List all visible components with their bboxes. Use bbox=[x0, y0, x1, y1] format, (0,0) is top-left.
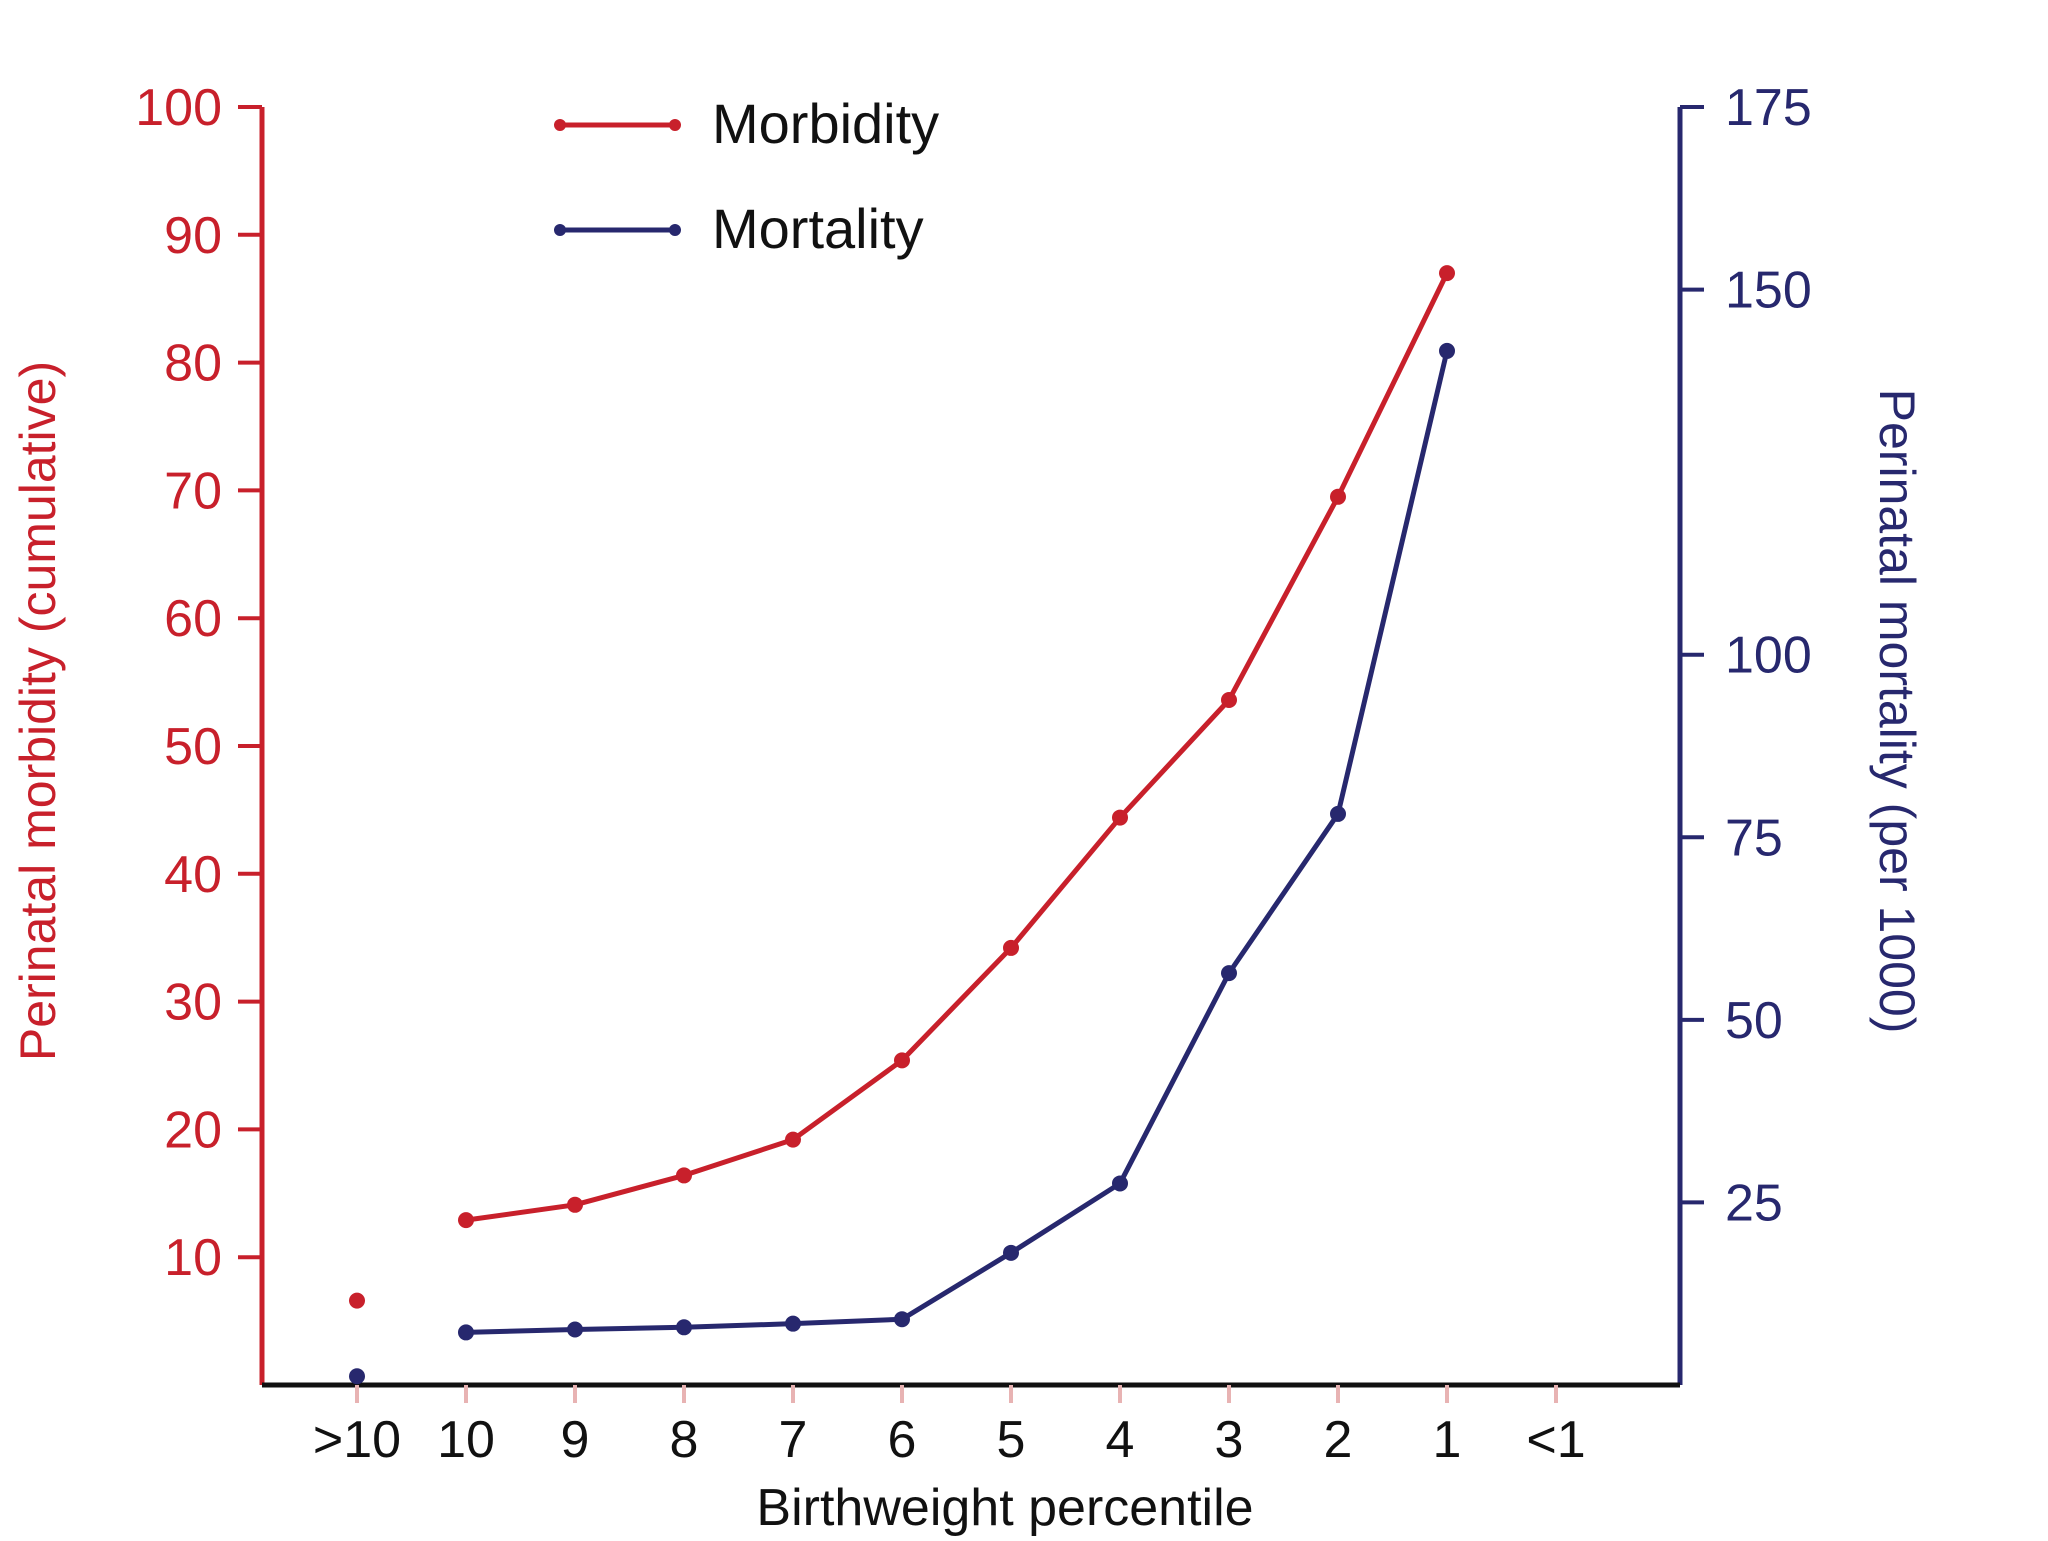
mortality-data-point bbox=[1330, 805, 1346, 822]
legend-morbidity-label: Morbidity bbox=[712, 92, 939, 155]
right-axis-tick-label: 75 bbox=[1725, 809, 1783, 867]
morbidity-data-point bbox=[1330, 488, 1346, 505]
morbidity-data-point bbox=[894, 1052, 910, 1069]
morbidity-data-point bbox=[1003, 939, 1019, 956]
right-axis-tick-label: 25 bbox=[1725, 1174, 1783, 1232]
legend-morbidity-marker-start bbox=[554, 119, 566, 131]
mortality-series-line bbox=[463, 348, 1450, 1335]
x-axis-tick-label: 2 bbox=[1324, 1411, 1353, 1469]
x-axis-tick-label: <1 bbox=[1526, 1411, 1585, 1469]
right-axis-tick-label: 150 bbox=[1725, 262, 1812, 320]
left-axis-tick-label: 80 bbox=[164, 335, 222, 393]
right-axis-label: Perinatal mortality (per 1000) bbox=[1869, 389, 1925, 1034]
left-axis-tick-label: 10 bbox=[164, 1229, 222, 1287]
x-axis-tick-label: >10 bbox=[313, 1411, 401, 1469]
morbidity-data-point bbox=[1439, 265, 1455, 282]
morbidity-series-line bbox=[463, 270, 1450, 1223]
left-axis-tick-label: 90 bbox=[164, 207, 222, 265]
morbidity-data-point bbox=[676, 1167, 692, 1184]
legend-morbidity-marker-end bbox=[669, 119, 681, 131]
right-axis-tick-label: 50 bbox=[1725, 992, 1783, 1050]
x-axis-tick-label: 5 bbox=[997, 1411, 1026, 1469]
morbidity-data-point bbox=[567, 1196, 583, 1213]
series-points-layer bbox=[349, 265, 1455, 1385]
right-axis-tick-label: 100 bbox=[1725, 627, 1812, 685]
mortality-isolated-point bbox=[349, 1368, 365, 1385]
legend: Morbidity Mortality bbox=[554, 92, 939, 260]
x-axis-tick-label: 1 bbox=[1433, 1411, 1462, 1469]
mortality-data-point bbox=[1221, 965, 1237, 982]
left-axis-label: Perinatal morbidity (cumulative) bbox=[10, 361, 66, 1061]
left-axis-tick-label: 40 bbox=[164, 846, 222, 904]
mortality-data-point bbox=[1112, 1175, 1128, 1192]
mortality-data-point bbox=[1003, 1244, 1019, 1261]
mortality-data-point bbox=[785, 1315, 801, 1332]
morbidity-data-point bbox=[458, 1212, 474, 1229]
left-axis-tick-label: 60 bbox=[164, 590, 222, 648]
mortality-data-point bbox=[1439, 342, 1455, 359]
left-axis-tick-label: 20 bbox=[164, 1101, 222, 1159]
left-axis-tick-label: 100 bbox=[135, 79, 222, 137]
legend-mortality-marker-end bbox=[669, 224, 681, 236]
mortality-data-point bbox=[567, 1321, 583, 1338]
x-axis-tick-label: 7 bbox=[779, 1411, 808, 1469]
x-axis-tick-label: 10 bbox=[437, 1411, 495, 1469]
morbidity-isolated-point bbox=[349, 1292, 365, 1309]
x-axis-label: Birthweight percentile bbox=[756, 1479, 1253, 1536]
left-axis-tick-label: 50 bbox=[164, 718, 222, 776]
right-axis-tick-label: 175 bbox=[1725, 79, 1812, 137]
morbidity-data-point bbox=[1221, 691, 1237, 708]
mortality-data-point bbox=[676, 1319, 692, 1336]
left-axis-tick-label: 30 bbox=[164, 974, 222, 1032]
mortality-data-point bbox=[458, 1324, 474, 1341]
mortality-data-point bbox=[894, 1311, 910, 1328]
x-axis-tick-label: 6 bbox=[888, 1411, 917, 1469]
series-lines-layer bbox=[463, 270, 1450, 1335]
x-axis-tick-label: 4 bbox=[1106, 1411, 1135, 1469]
legend-mortality-marker-start bbox=[554, 224, 566, 236]
x-axis-tick-label: 8 bbox=[670, 1411, 699, 1469]
legend-mortality-label: Mortality bbox=[712, 197, 924, 260]
morbidity-data-point bbox=[785, 1131, 801, 1148]
left-axis-tick-label: 70 bbox=[164, 462, 222, 520]
x-axis-tick-label: 9 bbox=[561, 1411, 590, 1469]
x-axis-tick-label: 3 bbox=[1215, 1411, 1244, 1469]
morbidity-data-point bbox=[1112, 809, 1128, 826]
